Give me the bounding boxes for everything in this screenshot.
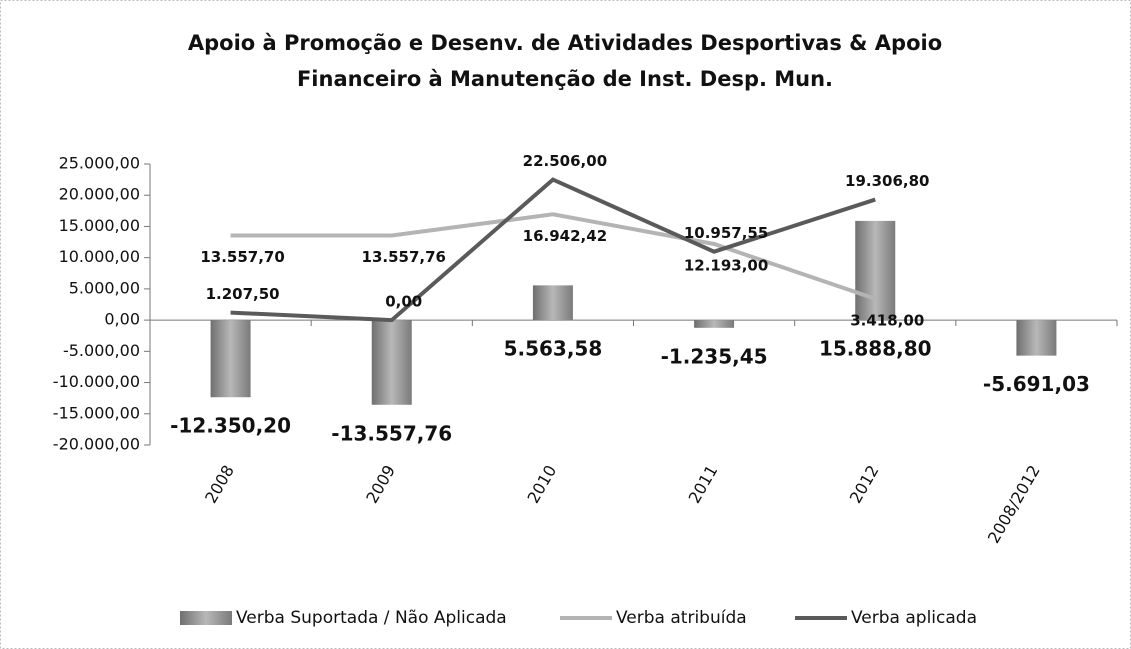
x-tick-label: 2008/2012 <box>984 462 1044 547</box>
x-tick-label: 2009 <box>362 462 399 507</box>
bar-value-label: -5.691,03 <box>983 372 1090 396</box>
chart-title: Apoio à Promoção e Desenv. de Atividades… <box>187 31 943 91</box>
y-tick-label: 10.000,00 <box>59 247 140 266</box>
line-value-label: 0,00 <box>385 293 422 311</box>
bar <box>210 320 251 398</box>
y-tick-label: 25.000,00 <box>59 154 140 173</box>
title-box: Apoio à Promoção e Desenv. de Atividades… <box>187 31 943 91</box>
x-tick-label: 2011 <box>685 462 722 507</box>
line-value-label: 1.207,50 <box>206 285 280 303</box>
line-value-label: 10.957,55 <box>684 224 768 242</box>
bar-value-label: -12.350,20 <box>170 414 291 438</box>
x-tick-label: 2010 <box>523 462 560 507</box>
line-value-label: 19.306,80 <box>845 172 929 190</box>
line-value-label: 13.557,76 <box>362 248 446 266</box>
bar <box>855 220 896 321</box>
line-value-label: 3.418,00 <box>850 311 924 329</box>
y-tick-label: -15.000,00 <box>53 403 140 422</box>
line <box>230 212 876 301</box>
y-tick-label: 5.000,00 <box>69 278 140 297</box>
bar-value-label: -1.235,45 <box>661 344 768 368</box>
bar <box>532 285 573 321</box>
x-tick-label: 2008 <box>201 462 238 507</box>
y-tick-label: -5.000,00 <box>63 341 140 360</box>
y-tick-label: 15.000,00 <box>59 216 140 235</box>
line <box>230 177 876 323</box>
bar <box>694 320 735 328</box>
y-tick-label: 20.000,00 <box>59 185 140 204</box>
legend-label: Verba Suportada / Não Aplicada <box>236 608 507 628</box>
line-value-label: 12.193,00 <box>684 256 768 274</box>
bar-value-label: 15.888,80 <box>819 337 932 361</box>
x-tick-label: 2012 <box>846 462 883 507</box>
bar <box>371 320 412 405</box>
bar <box>1016 320 1057 356</box>
bar-value-label: 5.563,58 <box>504 337 603 361</box>
line-value-label: 22.506,00 <box>523 152 607 170</box>
bar-value-label: -13.557,76 <box>331 421 452 445</box>
legend-label: Verba atribuída <box>616 608 747 628</box>
y-tick-label: -20.000,00 <box>53 435 140 454</box>
y-tick-label: -10.000,00 <box>53 372 140 391</box>
line-value-label: 16.942,42 <box>523 227 607 245</box>
legend-label: Verba aplicada <box>851 608 977 628</box>
y-tick-label: 0,00 <box>104 310 140 329</box>
legend-swatch <box>180 611 232 625</box>
line-value-label: 13.557,70 <box>200 248 284 266</box>
